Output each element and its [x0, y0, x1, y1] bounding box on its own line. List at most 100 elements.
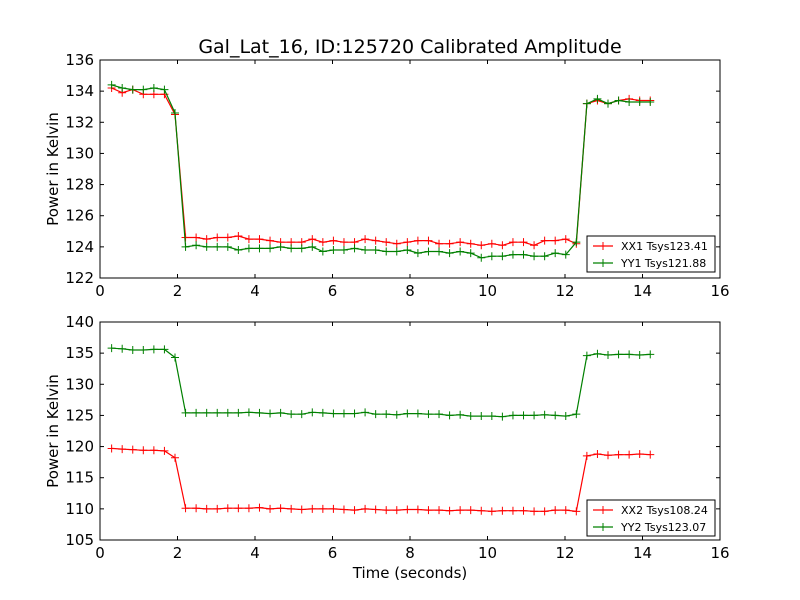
data-point [266, 504, 275, 513]
data-point [255, 503, 264, 512]
data-point [350, 244, 359, 253]
legend-entry: YY1 Tsys121.88 [620, 257, 706, 270]
y-tick-label: 135 [65, 344, 94, 362]
data-point [456, 247, 465, 256]
data-point [255, 235, 264, 244]
data-point [287, 410, 296, 419]
data-point [456, 238, 465, 247]
data-point [477, 241, 486, 250]
series-line-1-1 [111, 347, 651, 418]
data-point [170, 453, 179, 462]
y-tick-label: 105 [65, 531, 94, 549]
x-tick-label: 0 [95, 544, 105, 562]
data-point [456, 506, 465, 515]
data-point [435, 506, 444, 515]
series-markers-1-0 [107, 444, 655, 516]
data-point [540, 236, 549, 245]
data-point [329, 409, 338, 418]
data-point [604, 451, 613, 460]
data-point [234, 504, 243, 513]
data-point [392, 410, 401, 419]
data-point [551, 506, 560, 515]
x-tick-label: 4 [250, 282, 260, 300]
series-markers-0-1 [107, 80, 655, 262]
data-point [635, 98, 644, 107]
data-point [192, 241, 201, 250]
data-point [149, 446, 158, 455]
data-point [149, 345, 158, 354]
data-point [646, 450, 655, 459]
data-point [339, 238, 348, 247]
data-point [403, 409, 412, 418]
data-point [107, 444, 116, 453]
y-tick-label: 128 [65, 176, 94, 194]
data-point [572, 410, 581, 419]
data-point [466, 239, 475, 248]
data-point [149, 84, 158, 93]
legend-marker [599, 523, 607, 531]
data-point [382, 506, 391, 515]
data-point [593, 450, 602, 459]
data-point [635, 450, 644, 459]
data-point [318, 247, 327, 256]
data-point [371, 410, 380, 419]
data-point [519, 506, 528, 515]
data-point [424, 236, 433, 245]
data-point [266, 409, 275, 418]
data-point [297, 244, 306, 253]
data-point [487, 252, 496, 261]
data-point [297, 505, 306, 514]
data-point [561, 506, 570, 515]
data-point [308, 235, 317, 244]
series-line-0-0 [111, 87, 651, 246]
data-point [498, 241, 507, 250]
series-markers-0-0 [107, 84, 655, 250]
legend-box [586, 235, 716, 273]
x-tick-label: 16 [710, 282, 729, 300]
data-point [350, 506, 359, 515]
data-point [435, 410, 444, 419]
data-point [508, 506, 517, 515]
data-point [213, 408, 222, 417]
data-point [540, 252, 549, 261]
data-point [540, 507, 549, 516]
data-point [128, 85, 137, 94]
data-point [403, 238, 412, 247]
data-point [424, 410, 433, 419]
data-point [181, 242, 190, 251]
data-point [413, 236, 422, 245]
data-point [339, 409, 348, 418]
data-point [244, 504, 253, 513]
data-point [445, 506, 454, 515]
data-point [561, 235, 570, 244]
data-point [635, 351, 644, 360]
data-point [318, 238, 327, 247]
x-tick-label: 4 [250, 544, 260, 562]
y-tick-label: 110 [65, 500, 94, 518]
data-point [118, 445, 127, 454]
x-tick-label: 8 [405, 282, 415, 300]
x-tick-label: 10 [478, 282, 497, 300]
y-tick-label: 125 [65, 406, 94, 424]
data-point [339, 505, 348, 514]
data-point [540, 410, 549, 419]
data-point [382, 410, 391, 419]
data-point [361, 245, 370, 254]
data-point [561, 412, 570, 421]
data-point [593, 349, 602, 358]
data-point [551, 249, 560, 258]
data-point [139, 346, 148, 355]
data-point [477, 506, 486, 515]
x-axis-label: Time (seconds) [352, 564, 468, 582]
y-tick-label: 120 [65, 438, 94, 456]
data-point [530, 252, 539, 261]
data-point [561, 250, 570, 259]
data-point [202, 235, 211, 244]
series-line-0-1 [111, 84, 651, 259]
data-point [139, 85, 148, 94]
legend: XX1 Tsys123.41 YY1 Tsys121.88 [586, 235, 716, 273]
legend: XX2 Tsys108.24 YY2 Tsys123.07 [586, 499, 716, 537]
data-point [192, 408, 201, 417]
data-point [213, 233, 222, 242]
